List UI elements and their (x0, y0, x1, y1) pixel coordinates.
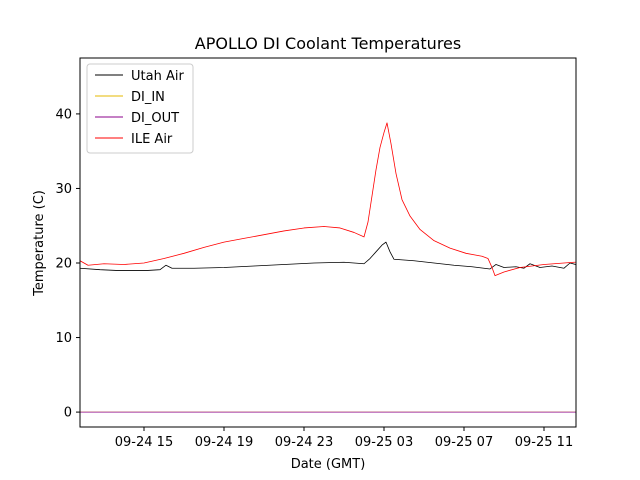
x-tick-label: 09-24 19 (195, 435, 253, 450)
y-tick-label: 10 (55, 331, 72, 346)
plot-area: 09-24 15 09-24 19 09-24 23 09-25 03 09-25 07… (55, 57, 577, 450)
series-line-ile-air (80, 122, 576, 277)
legend: Utah Air DI_IN DI_OUT ILE Air (86, 63, 194, 154)
plot-frame (79, 57, 577, 428)
legend-label-utah-air: Utah Air (131, 69, 184, 84)
y-axis-label: Temperature (C) (32, 190, 47, 297)
y-tick-label: 20 (55, 257, 72, 272)
series-line-utah-air (80, 241, 576, 271)
x-tick-label: 09-24 15 (115, 435, 173, 450)
x-axis-label: Date (GMT) (291, 457, 366, 472)
y-tick-label: 30 (55, 182, 72, 197)
legend-label-ile-air: ILE Air (131, 132, 173, 147)
x-tick-label: 09-25 03 (355, 435, 413, 450)
series-layer (80, 122, 576, 413)
legend-box (86, 63, 194, 154)
x-tick-label: 09-25 07 (435, 435, 493, 450)
legend-label-di-in: DI_IN (131, 90, 165, 105)
y-tick-label: 0 (64, 406, 72, 421)
x-tick-label: 09-24 23 (275, 435, 333, 450)
x-tick-label: 09-25 11 (515, 435, 573, 450)
legend-label-di-out: DI_OUT (131, 111, 179, 126)
x-axis-ticks: 09-24 15 09-24 19 09-24 23 09-25 03 09-25 07… (115, 427, 573, 450)
chart-title: APOLLO DI Coolant Temperatures (195, 34, 461, 53)
y-axis-ticks: 0 10 20 30 40 (55, 107, 80, 421)
legend-entries: Utah Air DI_IN DI_OUT ILE Air (95, 69, 184, 147)
y-tick-label: 40 (55, 107, 72, 122)
